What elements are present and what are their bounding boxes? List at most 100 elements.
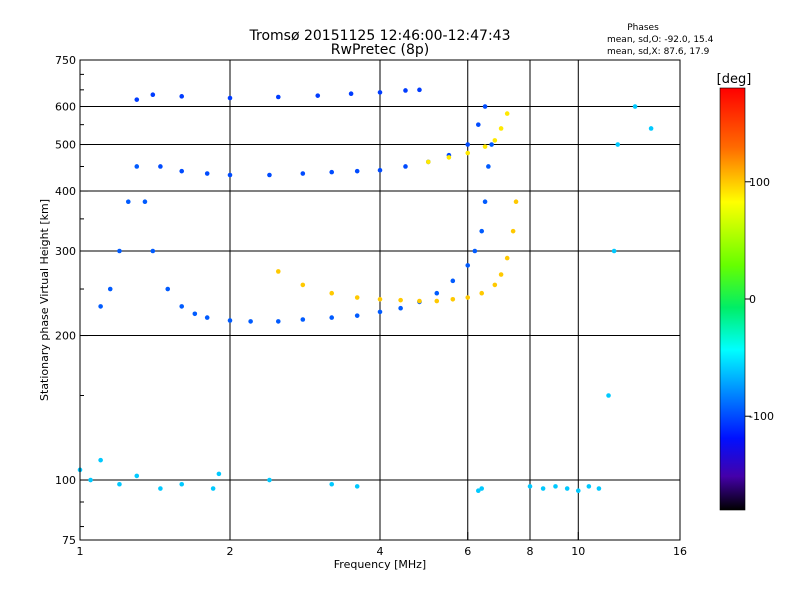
y-tick-label: 200 — [55, 330, 76, 343]
echo-points — [77, 87, 654, 494]
echo-point — [615, 142, 621, 147]
colorbar-tick-label: -100 — [749, 410, 774, 423]
echo-point — [300, 282, 306, 288]
echo-point — [275, 269, 281, 274]
echo-point — [377, 167, 383, 173]
echo-point — [98, 457, 103, 463]
echo-point — [267, 477, 272, 483]
echo-point — [403, 88, 408, 93]
echo-point — [107, 286, 113, 292]
echo-point — [354, 484, 360, 489]
x-tick-label: 6 — [464, 545, 471, 558]
echo-point — [142, 199, 148, 205]
echo-point — [606, 393, 611, 398]
x-axis-label: Frequency [MHz] — [334, 558, 426, 571]
echo-point — [564, 486, 570, 491]
echo-point — [575, 488, 581, 494]
echo-point — [354, 313, 360, 318]
colorbar-ticks: 100 0 -100 — [745, 176, 774, 423]
echo-point — [275, 94, 281, 100]
echo-point — [300, 171, 306, 176]
echo-point — [348, 91, 354, 97]
echo-point — [479, 290, 485, 296]
echo-point — [611, 248, 617, 254]
x-tick-label: 1 — [77, 545, 84, 558]
echo-point — [479, 228, 485, 234]
echo-point — [398, 305, 403, 311]
echo-point — [472, 248, 478, 254]
echo-point — [450, 296, 456, 302]
echo-point — [492, 138, 498, 143]
echo-point — [492, 282, 498, 288]
x-tick-label: 4 — [377, 545, 384, 558]
echo-point — [179, 94, 185, 99]
axes: 1 2 4 6 8 10 16 75 100 200 300 400 500 600 750 — [55, 54, 687, 558]
echo-point — [204, 171, 210, 176]
grid-lines — [80, 60, 680, 540]
echo-point — [204, 315, 210, 320]
phases-stats-o-mode: mean, sd,O: -92.0, 15.4 — [607, 35, 714, 45]
y-tick-label: 600 — [55, 101, 76, 114]
echo-point — [192, 311, 198, 317]
x-tick-label: 8 — [527, 545, 534, 558]
echo-point — [88, 477, 93, 483]
echo-point — [417, 87, 422, 93]
echo-point — [227, 95, 233, 101]
echo-point — [648, 126, 654, 131]
echo-point — [329, 481, 335, 487]
echo-point — [632, 104, 638, 109]
echo-point — [179, 481, 185, 487]
echo-point — [450, 278, 456, 284]
echo-point — [465, 142, 471, 147]
echo-point — [134, 97, 140, 102]
echo-point — [513, 199, 519, 205]
echo-point — [329, 315, 335, 320]
echo-point — [465, 263, 471, 268]
echo-point — [510, 228, 516, 234]
echo-point — [117, 481, 122, 487]
echo-point — [377, 296, 383, 302]
echo-point — [504, 255, 510, 261]
echo-point — [377, 90, 383, 95]
echo-point — [216, 471, 222, 477]
echo-point — [125, 199, 131, 205]
echo-point — [465, 295, 471, 300]
echo-point — [476, 488, 481, 494]
echo-point — [377, 309, 383, 315]
echo-point — [179, 304, 185, 309]
echo-point — [158, 486, 163, 491]
echo-point — [134, 164, 140, 169]
echo-point — [553, 484, 558, 489]
echo-point — [267, 172, 272, 178]
phases-stats-x-mode: mean, sd,X: 87.6, 17.9 — [607, 47, 710, 57]
echo-point — [329, 169, 335, 175]
x-tick-label: 2 — [227, 545, 234, 558]
echo-point — [498, 272, 504, 277]
echo-point — [398, 297, 403, 303]
colorbar-tick-label: 0 — [749, 293, 756, 306]
colorbar — [719, 87, 746, 511]
echo-point — [540, 486, 546, 491]
echo-point — [354, 295, 360, 300]
echo-point — [98, 304, 103, 309]
x-tick-label: 10 — [571, 545, 585, 558]
echo-point — [227, 172, 233, 178]
echo-point — [417, 298, 422, 304]
echo-point — [165, 286, 171, 292]
echo-point — [482, 199, 488, 205]
echo-point — [248, 319, 253, 324]
y-tick-label: 75 — [62, 534, 76, 547]
echo-point — [498, 126, 504, 131]
echo-point — [227, 318, 233, 323]
echo-point — [434, 290, 440, 296]
y-tick-label: 400 — [55, 185, 76, 198]
chart-title: Tromsø 20151125 12:46:00-12:47:43 — [249, 28, 511, 44]
echo-point — [476, 122, 481, 127]
echo-point — [586, 484, 592, 489]
echo-point — [354, 168, 360, 174]
x-tick-label: 16 — [673, 545, 687, 558]
y-tick-label: 300 — [55, 245, 76, 258]
y-axis-label: Stationary phase Virtual Height [km] — [38, 199, 51, 401]
phases-stats-title: Phases — [627, 23, 659, 33]
